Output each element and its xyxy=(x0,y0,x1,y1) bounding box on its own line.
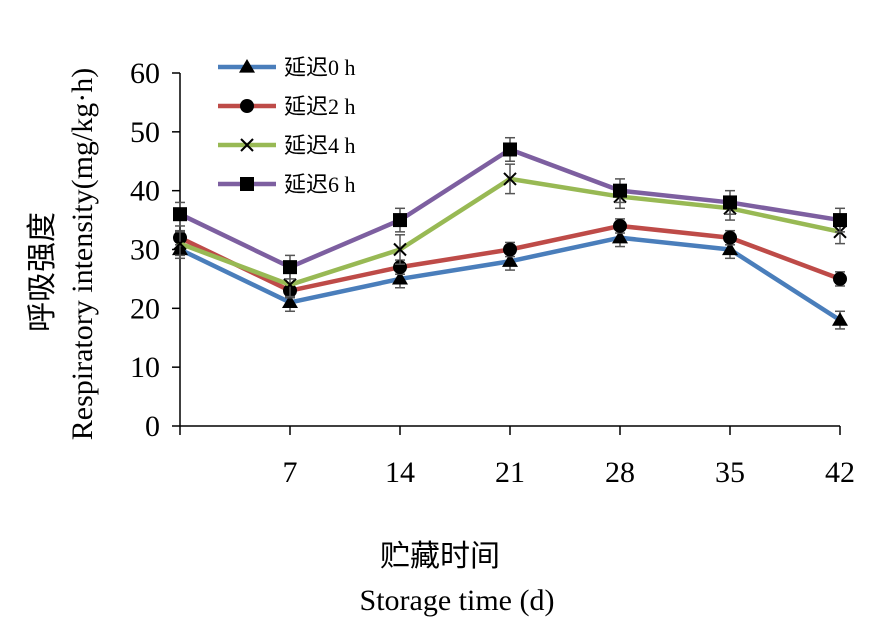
data-point xyxy=(833,271,847,286)
y-tick-label: 40 xyxy=(130,175,160,208)
plot-area: 0 10 20 30 40 50 60 7 14 21 28 35 42 xyxy=(130,57,855,489)
y-axis-title-en: Respiratory intensity(mg/kg·h) xyxy=(66,68,99,440)
marker-stroke xyxy=(173,236,187,251)
x-tick-label: 21 xyxy=(495,456,525,489)
y-tick-label: 30 xyxy=(130,234,160,267)
legend-item-2: 延迟4 h xyxy=(218,133,356,158)
data-point xyxy=(282,294,298,309)
data-point xyxy=(612,229,628,244)
y-tick-label: 60 xyxy=(130,57,160,90)
y-tick-label: 0 xyxy=(145,410,160,443)
x-tick-label: 28 xyxy=(605,456,635,489)
legend-marker xyxy=(240,177,254,191)
y-tick-label: 50 xyxy=(130,116,160,149)
legend-marker xyxy=(240,138,254,152)
x-axis-title-cn: 贮藏时间 xyxy=(380,540,500,573)
legend-label: 延迟6 h xyxy=(284,172,356,197)
data-point xyxy=(173,236,187,251)
legend-label: 延迟0 h xyxy=(284,55,356,80)
data-point xyxy=(613,218,627,233)
y-tick-label: 20 xyxy=(130,292,160,325)
x-tick-label: 35 xyxy=(715,456,745,489)
data-point xyxy=(283,260,297,275)
legend-item-3: 延迟6 h xyxy=(218,172,356,197)
legend-label: 延迟2 h xyxy=(284,94,356,119)
x-tick-label: 42 xyxy=(825,456,855,489)
data-point xyxy=(173,207,187,222)
data-point xyxy=(503,172,517,186)
data-point xyxy=(723,230,737,245)
data-point xyxy=(723,195,737,210)
legend-marker xyxy=(240,99,254,113)
data-point xyxy=(392,270,408,285)
data-point xyxy=(283,278,297,292)
series-3 xyxy=(173,136,847,280)
legend: 延迟0 h 延迟2 h 延迟4 h 延迟6 h xyxy=(218,55,356,197)
x-tick-label: 14 xyxy=(385,456,415,489)
data-point xyxy=(833,213,847,228)
legend-marker xyxy=(239,59,255,73)
legend-label: 延迟4 h xyxy=(284,133,356,158)
x-tick-label: 7 xyxy=(283,456,298,489)
legend-item-0: 延迟0 h xyxy=(218,55,356,80)
marker-stroke xyxy=(283,278,297,292)
y-tick-label: 10 xyxy=(130,351,160,384)
data-point xyxy=(503,142,517,157)
data-point xyxy=(502,253,518,267)
data-point xyxy=(832,312,848,326)
data-point xyxy=(393,242,407,257)
data-point xyxy=(503,242,517,257)
data-point xyxy=(722,241,738,256)
data-point xyxy=(613,183,627,198)
marker-stroke xyxy=(503,172,517,186)
y-axis-title-cn: 呼吸强度 xyxy=(26,212,59,332)
x-axis-title-en: Storage time (d) xyxy=(360,584,555,617)
marker-stroke xyxy=(393,242,407,257)
legend-item-1: 延迟2 h xyxy=(218,94,356,119)
marker-stroke xyxy=(240,138,254,152)
data-point xyxy=(393,213,407,228)
